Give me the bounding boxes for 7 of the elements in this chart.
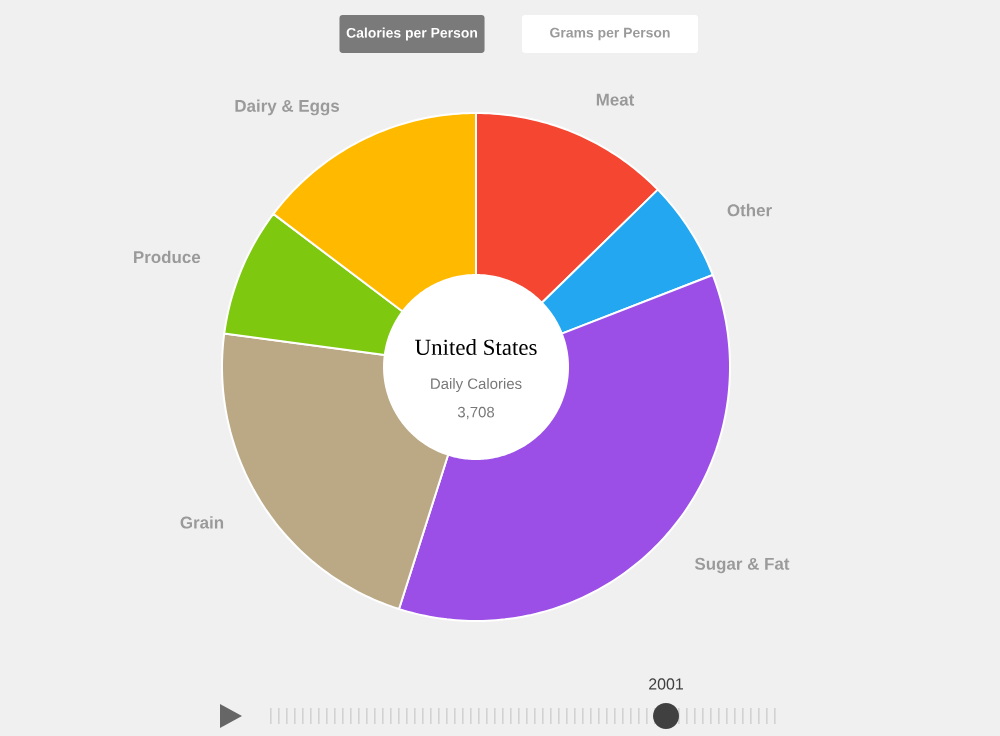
text: United States [415,338,537,356]
slice-label: Other [727,203,772,217]
slice-label: Sugar & Fat [694,557,790,574]
slice-label: Produce [134,250,201,264]
slice-label: Grain [180,516,224,529]
slice-label: Dairy & Eggs [235,99,340,116]
slice-label: Meat [596,93,635,106]
